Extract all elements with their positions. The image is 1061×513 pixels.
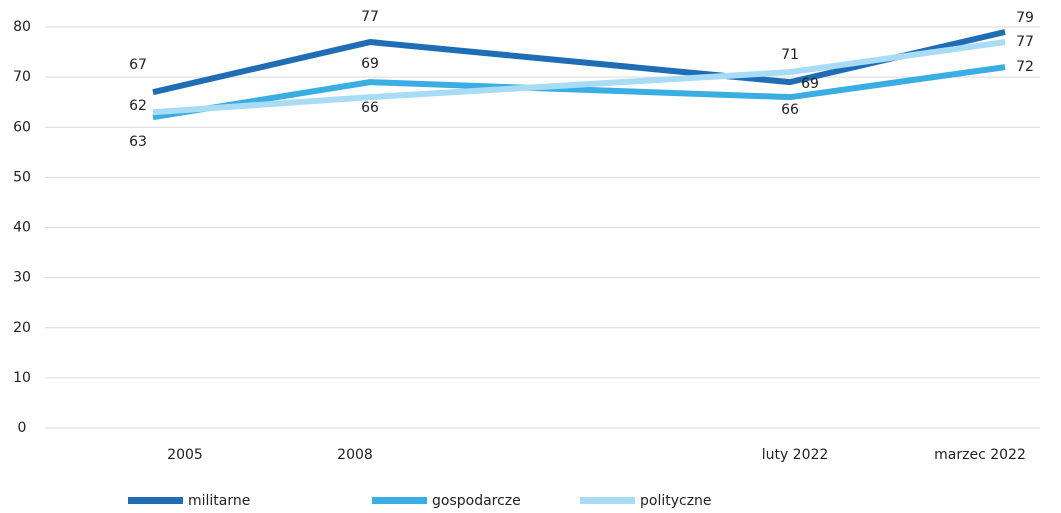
- y-tick-label: 30: [13, 270, 31, 286]
- data-label: 77: [361, 9, 379, 25]
- data-label: 62: [129, 98, 147, 114]
- y-tick-label: 10: [13, 370, 31, 386]
- legend-swatch: [372, 497, 427, 504]
- data-label: 66: [781, 102, 799, 118]
- x-tick-label: 2005: [167, 447, 203, 463]
- x-tick-label: 2008: [337, 447, 373, 463]
- x-tick-label: marzec 2022: [934, 447, 1026, 463]
- data-label: 69: [801, 76, 819, 92]
- y-tick-label: 80: [13, 19, 31, 35]
- data-label: 77: [1016, 34, 1034, 50]
- legend-swatch: [128, 497, 183, 504]
- y-tick-label: 60: [13, 119, 31, 135]
- y-tick-label: 50: [13, 169, 31, 185]
- data-label: 72: [1016, 59, 1034, 75]
- data-label: 69: [361, 56, 379, 72]
- y-tick-label: 40: [13, 220, 31, 236]
- data-label: 63: [129, 134, 147, 150]
- data-label: 71: [781, 47, 799, 63]
- y-tick-label: 70: [13, 69, 31, 85]
- legend-label: militarne: [188, 493, 250, 509]
- y-tick-label: 20: [13, 320, 31, 336]
- series-line: [152, 64, 1006, 121]
- x-tick-label: luty 2022: [762, 447, 829, 463]
- legend-label: gospodarcze: [432, 493, 521, 509]
- data-label: 66: [361, 100, 379, 116]
- data-label: 79: [1016, 10, 1034, 26]
- data-label: 67: [129, 57, 147, 73]
- series-line: [152, 39, 1006, 116]
- legend-label: polityczne: [640, 493, 712, 509]
- legend-swatch: [580, 497, 635, 504]
- y-tick-label: 0: [18, 420, 27, 436]
